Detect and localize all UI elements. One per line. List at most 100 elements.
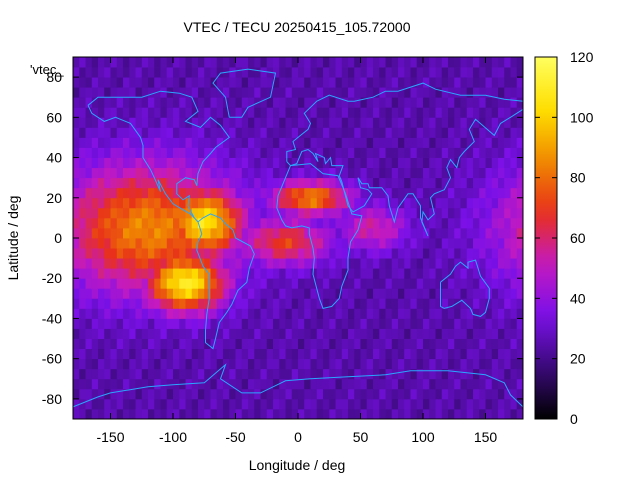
heatmap-cell: [279, 107, 286, 118]
heatmap-cell: [98, 388, 105, 400]
heatmap-cell: [448, 398, 455, 410]
heatmap-cell: [435, 97, 443, 108]
heatmap-cell: [466, 117, 474, 128]
heatmap-cell: [498, 368, 505, 380]
heatmap-cell: [85, 248, 93, 259]
heatmap-cell: [479, 248, 486, 259]
heatmap-cell: [248, 217, 255, 229]
heatmap-cell: [504, 258, 511, 269]
heatmap-cell: [379, 137, 386, 148]
heatmap-cell: [254, 97, 261, 108]
heatmap-cell: [104, 338, 111, 350]
heatmap-cell: [91, 77, 99, 88]
heatmap-cell: [73, 77, 80, 88]
heatmap-cell: [185, 318, 193, 329]
heatmap-cell: [273, 127, 280, 138]
heatmap-cell: [429, 107, 436, 118]
heatmap-cell: [141, 308, 149, 319]
heatmap-cell: [398, 268, 405, 279]
heatmap-cell: [73, 197, 80, 209]
heatmap-cell: [323, 67, 330, 78]
heatmap-cell: [260, 227, 268, 239]
coastline-overlay: [72, 68, 524, 408]
heatmap-cell: [273, 378, 280, 390]
heatmap-cell: [216, 207, 224, 219]
heatmap-cell: [304, 67, 311, 78]
heatmap-cell: [216, 298, 224, 309]
heatmap-cell: [279, 398, 286, 410]
heatmap-cell: [166, 127, 174, 138]
heatmap-cell: [479, 378, 486, 390]
heatmap-cell: [329, 388, 336, 400]
heatmap-cell: [379, 308, 386, 319]
heatmap-cell: [204, 398, 211, 410]
heatmap-cell: [241, 268, 249, 279]
heatmap-cell: [466, 258, 474, 269]
heatmap-cell: [154, 288, 161, 299]
heatmap-cell: [366, 97, 374, 108]
colorbar-tick-label: 100: [570, 109, 594, 125]
heatmap-cell: [454, 408, 461, 420]
heatmap-cell: [385, 238, 393, 249]
heatmap-cell: [279, 77, 286, 88]
heatmap-cell: [266, 167, 274, 179]
heatmap-cell: [223, 268, 230, 279]
heatmap-cell: [448, 378, 455, 390]
heatmap-cell: [248, 248, 255, 259]
heatmap-cell: [104, 167, 111, 179]
heatmap-cell: [485, 127, 493, 138]
heatmap-cell: [479, 197, 486, 209]
heatmap-cell: [498, 318, 505, 329]
heatmap-cell: [329, 368, 336, 380]
heatmap-cell: [335, 388, 343, 400]
heatmap-cell: [398, 207, 405, 219]
heatmap-cell: [354, 258, 361, 269]
heatmap-cell: [104, 207, 111, 219]
heatmap-cell: [148, 258, 155, 269]
heatmap-cell: [254, 408, 261, 420]
heatmap-cell: [360, 67, 368, 78]
heatmap-cell: [410, 368, 418, 380]
heatmap-cell: [485, 258, 493, 269]
heatmap-cell: [198, 408, 205, 420]
heatmap-cell: [273, 177, 280, 189]
heatmap-cell: [123, 348, 130, 360]
heatmap-cell: [166, 77, 174, 88]
heatmap-cell: [216, 107, 224, 118]
heatmap-cell: [191, 368, 199, 380]
heatmap-cell: [98, 268, 105, 279]
heatmap-cell: [460, 388, 468, 400]
heatmap-cell: [110, 107, 118, 118]
heatmap-cell: [191, 87, 199, 98]
heatmap-cell: [441, 147, 449, 158]
heatmap-cell: [73, 398, 80, 410]
heatmap-cell: [129, 87, 136, 98]
heatmap-cell: [116, 268, 124, 279]
heatmap-cell: [485, 348, 493, 360]
heatmap-cell: [166, 147, 174, 158]
heatmap-cell: [229, 318, 236, 329]
heatmap-cell: [485, 217, 493, 229]
heatmap-cell: [98, 117, 105, 128]
heatmap-cell: [466, 197, 474, 209]
heatmap-cell: [429, 408, 436, 420]
heatmap-cell: [135, 177, 143, 189]
heatmap-cell: [429, 67, 436, 78]
heatmap-cell: [310, 318, 318, 329]
heatmap-cell: [104, 368, 111, 380]
heatmap-cell: [404, 147, 411, 158]
heatmap-cell: [223, 117, 230, 128]
heatmap-cell: [416, 57, 424, 68]
heatmap-cell: [85, 137, 93, 148]
heatmap-cell: [304, 217, 311, 229]
heatmap-cell: [416, 298, 424, 309]
heatmap-cell: [504, 57, 511, 68]
heatmap-cell: [516, 258, 524, 269]
heatmap-cell: [510, 187, 518, 199]
heatmap-cell: [404, 328, 411, 339]
heatmap-cell: [73, 57, 80, 68]
heatmap-cell: [279, 207, 286, 219]
heatmap-cell: [410, 207, 418, 219]
heatmap-cell: [510, 408, 518, 420]
heatmap-cell: [229, 328, 236, 339]
